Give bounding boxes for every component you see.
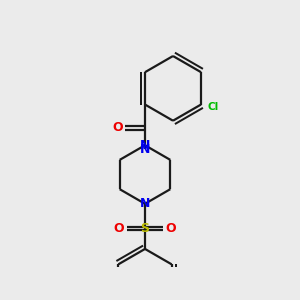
Text: N: N — [140, 197, 150, 210]
Text: O: O — [166, 222, 176, 235]
Text: Cl: Cl — [207, 102, 218, 112]
Text: S: S — [140, 222, 149, 235]
Text: O: O — [112, 121, 123, 134]
Text: N: N — [140, 143, 150, 156]
Text: N: N — [140, 139, 150, 152]
Text: O: O — [113, 222, 124, 235]
